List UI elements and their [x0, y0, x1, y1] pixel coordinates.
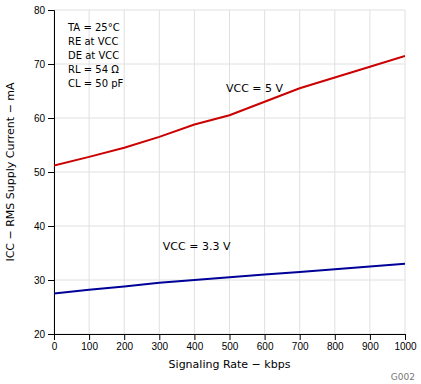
x-axis-tick-label: 400: [187, 341, 204, 352]
y-axis-tick-mark: [48, 118, 54, 119]
y-axis-tick: 80: [34, 5, 54, 16]
y-axis-tick-mark: [48, 334, 54, 335]
x-axis-tick-label: 300: [151, 341, 168, 352]
x-axis-tick: 600: [257, 334, 274, 352]
condition: TA = 25°C: [67, 22, 120, 33]
x-axis-line: [55, 335, 406, 341]
grid-line-y: [54, 226, 405, 227]
y-axis-tick-label: 40: [34, 221, 46, 232]
chart: 0 100 200 300 400 500 600 700 800 900 1000 20 30 40 50…: [0, 0, 421, 384]
y-axis-tick-label: 20: [34, 329, 46, 340]
annotation: VCC = 5 V: [226, 82, 284, 95]
x-axis-tick-label: 500: [222, 341, 239, 352]
y-axis-tick-label: 60: [34, 113, 46, 124]
series-line: [54, 56, 405, 166]
x-axis-tick-label: 100: [81, 341, 98, 352]
x-axis-tick-label: 900: [362, 341, 379, 352]
x-axis-title: Signaling Rate − kbps: [169, 358, 291, 371]
grid-line-y: [54, 118, 405, 119]
grid: [54, 10, 405, 334]
marks: [54, 56, 405, 294]
x-axis-tick-label: 0: [52, 341, 58, 352]
y-axis-tick-label: 30: [34, 275, 46, 286]
y-axis-tick: 20: [34, 329, 54, 340]
x-axis-tick: 700: [292, 334, 309, 352]
x-axis-tick-mark: [124, 334, 125, 340]
series-line: [54, 264, 405, 294]
y-axis-tick-mark: [48, 226, 54, 227]
x-axis-tick-mark: [300, 334, 301, 340]
x-axis-tick: 0: [52, 334, 58, 352]
y-axis-title: ICC − RMS Supply Current − mA: [4, 82, 17, 262]
x-axis: 0 100 200 300 400 500 600 700 800 900 1000: [52, 334, 417, 352]
condition: CL = 50 pF: [68, 78, 124, 89]
condition: RL = 54 Ω: [68, 64, 119, 75]
x-axis-tick-label: 200: [116, 341, 133, 352]
y-axis-tick: 30: [34, 275, 54, 286]
condition: DE at VCC: [68, 50, 119, 61]
x-axis-tick-mark: [405, 334, 406, 340]
x-axis-tick: 200: [116, 334, 133, 352]
x-axis-tick-label: 1000: [394, 341, 417, 352]
y-axis-tick-label: 80: [34, 5, 46, 16]
x-axis-tick-label: 600: [257, 341, 274, 352]
y-axis-line: [48, 11, 55, 335]
x-axis-tick-mark: [194, 334, 195, 340]
x-axis-tick-mark: [89, 334, 90, 340]
x-axis-tick: 300: [151, 334, 168, 352]
x-axis-tick-mark: [230, 334, 231, 340]
x-axis-tick: 800: [327, 334, 344, 352]
y-axis-tick-mark: [48, 64, 54, 65]
y-axis-tick: 40: [34, 221, 54, 232]
y-axis-tick-label: 70: [34, 59, 46, 70]
y-axis: 20 30 40 50 60 70 80: [34, 5, 55, 340]
condition: RE at VCC: [68, 36, 118, 47]
x-axis-tick: 500: [222, 334, 239, 352]
grid-line-y: [54, 10, 405, 11]
x-axis-tick: 400: [187, 334, 204, 352]
x-axis-tick-mark: [370, 334, 371, 340]
x-axis-tick-label: 800: [327, 341, 344, 352]
watermark: G002: [391, 372, 415, 382]
x-axis-tick: 1000: [394, 334, 417, 352]
x-axis-tick-mark: [335, 334, 336, 340]
y-axis-tick: 60: [34, 113, 54, 124]
y-axis-tick: 70: [34, 59, 54, 70]
y-axis-tick-mark: [48, 172, 54, 173]
y-axis-tick: 50: [34, 167, 54, 178]
y-axis-tick-label: 50: [34, 167, 46, 178]
x-axis-tick: 900: [362, 334, 379, 352]
annotation: VCC = 3.3 V: [163, 240, 231, 253]
annotations: VCC = 5 V VCC = 3.3 V TA = 25°C RE at VCC DE…: [67, 22, 284, 253]
grid-line-y: [54, 280, 405, 281]
x-axis-tick: 100: [81, 334, 98, 352]
x-axis-tick-label: 700: [292, 341, 309, 352]
y-axis-tick-mark: [48, 10, 54, 11]
plot-area: 0 100 200 300 400 500 600 700 800 900 1000 20 30 40 50…: [34, 5, 417, 352]
y-axis-tick-mark: [48, 280, 54, 281]
x-axis-tick-mark: [265, 334, 266, 340]
x-axis-tick-mark: [159, 334, 160, 340]
grid-line-y: [54, 172, 405, 173]
